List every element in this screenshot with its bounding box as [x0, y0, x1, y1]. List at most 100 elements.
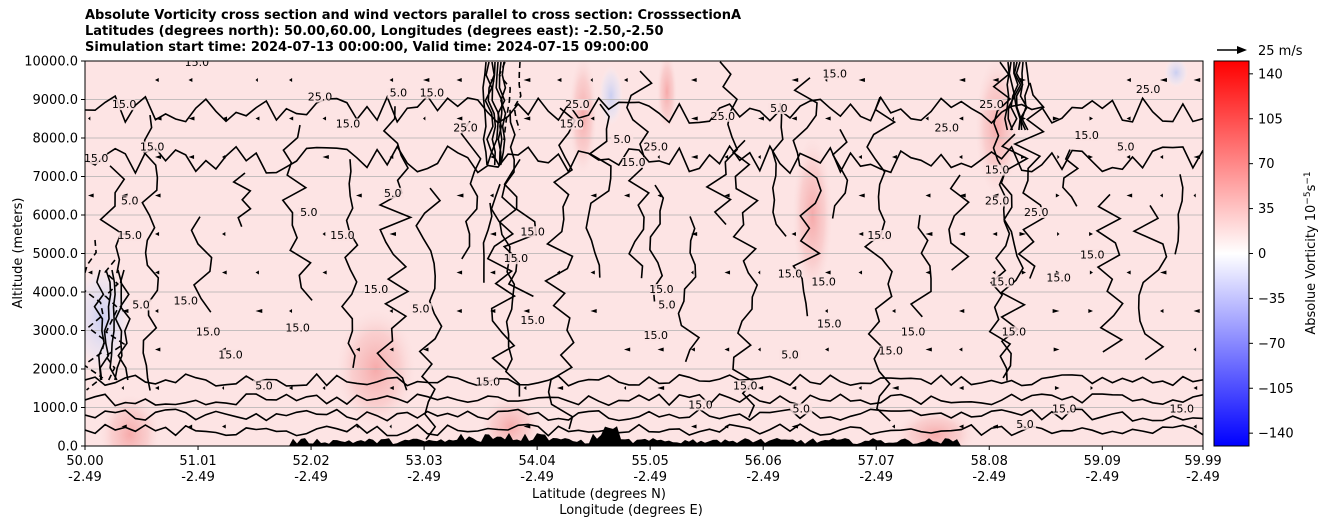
vorticity-contour: [705, 61, 739, 226]
wind-vector: [858, 232, 864, 236]
wind-vector: [490, 78, 495, 82]
wind-vector: [992, 78, 999, 82]
wind-vector: [992, 424, 999, 429]
wind-vector: [322, 155, 329, 159]
wind-vector: [825, 116, 831, 121]
wind-vector: [1089, 116, 1093, 121]
y-tick-label: 5000.0: [33, 247, 79, 262]
contour-label-bg: [1053, 403, 1076, 415]
contour-label-bg: [986, 195, 1009, 207]
wind-vector: [758, 386, 764, 390]
wind-vector: [1052, 309, 1060, 313]
wind-vector: [289, 116, 294, 121]
contour-label: 15.0: [649, 283, 674, 296]
contour-label-bg: [1002, 326, 1025, 338]
wind-vector: [657, 386, 665, 390]
colorbar-tick-label: 70: [1258, 157, 1275, 172]
wind-vector: [389, 155, 394, 159]
contour-label: 25.0: [934, 121, 959, 134]
wind-vector: [1160, 155, 1164, 159]
wind-vector: [657, 193, 662, 198]
wind-vector: [456, 309, 462, 313]
wind-vector: [825, 347, 829, 352]
wind-vector: [188, 424, 193, 429]
wind-vector: [423, 78, 430, 82]
contour-label-bg: [818, 318, 841, 330]
wind-vector: [88, 193, 94, 198]
wind-vector: [255, 116, 260, 121]
contour-label-bg: [991, 276, 1014, 288]
contour-label: 15.0: [364, 283, 389, 296]
contour-label-bg: [823, 68, 846, 80]
contour-label: 5.0: [1016, 418, 1034, 431]
vorticity-contour: [1095, 193, 1124, 353]
x-tick-label-lon: -2.49: [294, 470, 328, 485]
wind-vector: [389, 424, 392, 429]
contour-label: 5.0: [412, 302, 430, 315]
x-tick-label-lat: 53.03: [405, 454, 442, 469]
y-tick-label: 2000.0: [33, 363, 79, 378]
vorticity-contour: [109, 269, 118, 381]
colorbar-tick-label: 35: [1258, 202, 1275, 217]
contour-label: 15.0: [560, 117, 585, 130]
contour-label-bg: [253, 380, 276, 392]
wind-vector: [724, 155, 729, 159]
wind-vector: [155, 155, 162, 159]
wind-vector: [791, 78, 799, 82]
wind-vector: [188, 78, 193, 82]
x-tick-label-lon: -2.49: [633, 470, 667, 485]
wind-vector: [456, 78, 462, 82]
contour-label-bg: [185, 61, 208, 68]
contour-label: 15.0: [112, 98, 137, 111]
contour-label: 15.0: [173, 295, 198, 308]
wind-vector: [1089, 232, 1093, 236]
x-tick-label-lon: -2.49: [407, 470, 441, 485]
wind-vector: [1054, 386, 1060, 390]
wind-vector: [657, 347, 664, 352]
contour-label-bg: [655, 299, 678, 311]
contour-label-bg: [1014, 418, 1037, 430]
wind-vector: [691, 232, 698, 236]
contour-label: 15.0: [985, 164, 1010, 177]
wind-vector: [892, 116, 895, 121]
contour-label: 25.0: [565, 98, 590, 111]
wind-vector: [959, 155, 963, 159]
contour-label-bg: [113, 99, 136, 111]
wind-vector: [490, 309, 496, 313]
wind-vector: [523, 386, 527, 390]
contour-label-bg: [611, 133, 634, 145]
x-axis: 50.00-2.4951.01-2.4952.02-2.4953.03-2.49…: [66, 446, 1222, 485]
wind-vector: [724, 347, 730, 352]
wind-vector: [222, 386, 225, 390]
contour-label: 15.0: [336, 117, 361, 130]
wind-vector: [1057, 232, 1060, 236]
wind-vector: [959, 424, 964, 429]
wind-vector: [791, 116, 797, 121]
x-tick-label-lat: 54.04: [519, 454, 556, 469]
wind-vector: [490, 270, 496, 275]
wind-vector: [1088, 155, 1093, 159]
wind-vector: [858, 78, 865, 82]
contour-label: 25.0: [979, 98, 1004, 111]
wind-vector: [155, 347, 161, 352]
vorticity-contour: [114, 269, 123, 381]
contour-label-bg: [650, 284, 673, 295]
wind-vector: [959, 347, 963, 352]
vorticity-contour: [513, 61, 522, 131]
y-tick-label: 1000.0: [33, 401, 79, 416]
wind-vector: [624, 78, 628, 82]
contour-label-bg: [868, 230, 891, 242]
wind-vector: [356, 424, 359, 429]
wind-vector: [155, 232, 160, 236]
wind-vector: [1126, 270, 1131, 275]
x-tick-label-lat: 52.02: [292, 454, 329, 469]
wind-vector: [155, 78, 159, 82]
x-tick-label-lat: 59.99: [1184, 454, 1221, 469]
contour-label-bg: [566, 99, 589, 111]
wind-vector: [691, 270, 694, 275]
contour-label-bg: [476, 376, 499, 388]
colorbar-tick-label: 140: [1258, 67, 1283, 82]
wind-vector: [959, 232, 966, 236]
wind-vector: [121, 424, 127, 429]
vorticity-contour: [85, 423, 1203, 437]
